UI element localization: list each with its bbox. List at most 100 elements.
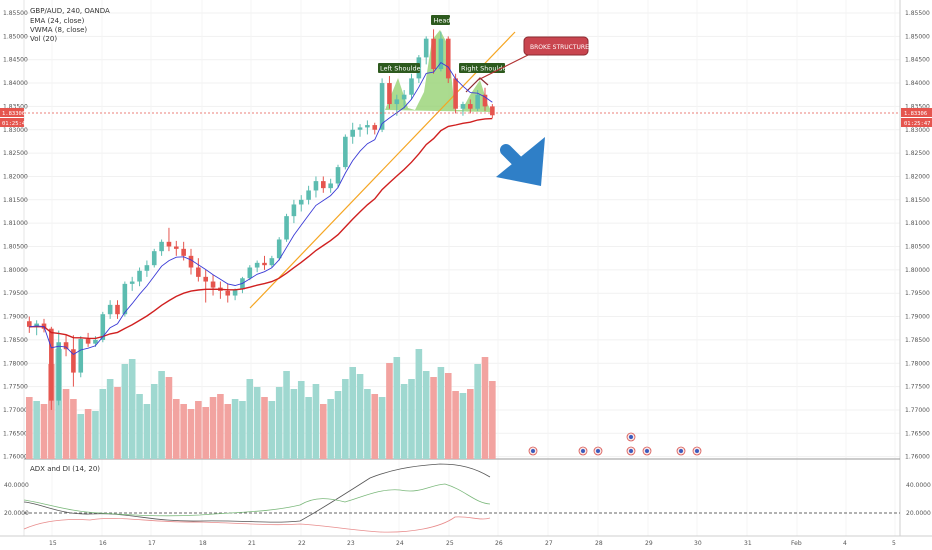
candle-body <box>460 104 466 109</box>
price-tick-left: 1.84000 <box>3 80 28 87</box>
price-tick-right: 1.76500 <box>905 430 930 437</box>
last-price-tag-left <box>0 108 24 117</box>
volume-bar <box>408 379 415 459</box>
trend-line[interactable] <box>249 31 516 309</box>
adx-legend[interactable]: ADX and DI (14, 20) <box>30 465 100 473</box>
volume-bar <box>261 397 268 459</box>
adx-tick-left-20: 20.0000 <box>4 510 29 517</box>
time-tick: 26 <box>495 540 503 547</box>
head-and-shoulders-pattern[interactable] <box>385 30 492 112</box>
volume-bar <box>452 391 459 459</box>
price-scale-left[interactable]: 1.85500 1.85000 1.84500 1.84000 1.83500 1.830… <box>3 10 28 461</box>
right-shoulder-label: Right Shoulder <box>461 65 509 73</box>
volume-bar <box>467 389 474 459</box>
price-tick-right: 1.78000 <box>905 360 930 367</box>
volume-bar <box>150 384 158 459</box>
price-tick-right: 1.81500 <box>905 197 930 204</box>
price-tick-right: 1.83000 <box>905 127 930 134</box>
candle-body <box>313 181 319 191</box>
candle-body <box>247 267 253 279</box>
candle-body <box>409 78 414 95</box>
candle-body <box>122 283 128 315</box>
price-tick-left: 1.85000 <box>3 33 28 40</box>
candle-body <box>445 38 451 79</box>
volume-bar <box>371 394 379 459</box>
grid <box>24 0 900 536</box>
time-scale[interactable]: 15 16 17 18 21 22 23 24 25 26 27 28 29 30 31 Feb 4 5 <box>49 540 896 547</box>
candle-body <box>335 167 341 184</box>
time-tick: 23 <box>347 540 355 547</box>
candle-body <box>240 278 245 290</box>
volume-bar <box>128 359 136 459</box>
time-tick: 16 <box>99 540 107 547</box>
candle-body <box>254 262 260 268</box>
di-minus-line <box>23 516 491 533</box>
down-arrow-icon[interactable] <box>496 137 545 186</box>
legend-volume[interactable]: Vol (20) <box>30 35 57 43</box>
candle-body <box>291 204 297 217</box>
countdown-tag-right <box>901 118 932 127</box>
volume-bar <box>136 394 143 459</box>
volume-bar <box>364 389 371 459</box>
volume-bar <box>239 401 246 459</box>
legend-symbol[interactable]: GBP/AUD, 240, OANDA <box>30 7 110 15</box>
adx-tick-right-20: 20.0000 <box>906 510 931 517</box>
volume-bar <box>209 397 217 459</box>
volume-bar <box>40 404 48 459</box>
legend-vwma[interactable]: VWMA (8, close) <box>30 26 87 34</box>
legend-ema[interactable]: EMA (24, close) <box>30 17 85 25</box>
time-tick: 4 <box>843 540 847 547</box>
time-tick: 24 <box>396 540 404 547</box>
volume-bar <box>165 377 173 459</box>
volume-bar <box>400 384 408 459</box>
volume-bar <box>430 377 437 459</box>
price-tick-left: 1.84500 <box>3 57 28 64</box>
volume-bar <box>121 364 129 459</box>
candle-body <box>438 38 444 70</box>
candles <box>27 29 495 410</box>
price-tick-right: 1.85000 <box>905 33 930 40</box>
candle-body <box>151 251 157 266</box>
candle-body <box>34 323 39 327</box>
volume-bar <box>70 399 77 459</box>
volume-bar <box>275 387 283 459</box>
left-shoulder-label-box[interactable] <box>378 63 420 73</box>
price-tick-right: 1.84500 <box>905 57 930 64</box>
time-tick: 5 <box>892 540 896 547</box>
candle-body <box>394 99 400 105</box>
candle-body <box>144 265 150 271</box>
price-tick-right: 1.84000 <box>905 80 930 87</box>
economic-event-dot <box>679 449 683 453</box>
candle-body <box>166 241 172 247</box>
adx-line <box>23 463 491 523</box>
economic-event-dot <box>695 449 699 453</box>
price-tick-right: 1.85500 <box>905 10 930 17</box>
right-shoulder-label-box[interactable] <box>459 63 505 73</box>
volume-bar <box>26 397 33 459</box>
volume-bar <box>305 397 312 459</box>
callout-pointer <box>477 54 529 81</box>
candle-body <box>343 136 348 168</box>
left-shoulder-label: Left Shoulder <box>380 65 424 73</box>
economic-event-dot <box>629 435 633 439</box>
price-tick-left: 1.80500 <box>3 244 28 251</box>
candle-body <box>269 258 275 266</box>
candle-body <box>129 281 135 284</box>
volume-bar <box>143 404 151 459</box>
time-tick: 28 <box>595 540 603 547</box>
price-scale-right[interactable]: 1.85500 1.85000 1.84500 1.84000 1.83500 1.830… <box>905 10 930 461</box>
candle-body <box>203 276 208 282</box>
volume-bar <box>253 387 261 459</box>
price-tick-left: 1.78500 <box>3 337 28 344</box>
volume-bar <box>77 414 85 459</box>
volume-bar <box>334 391 342 459</box>
head-label-box[interactable] <box>431 15 450 25</box>
event-markers[interactable] <box>528 432 702 456</box>
last-price-right: 1.83306 <box>904 111 927 117</box>
volume-bar <box>378 397 386 459</box>
broke-structure-callout[interactable] <box>523 36 589 56</box>
countdown-left: 01:25:47 <box>2 121 29 127</box>
candle-body <box>188 255 194 268</box>
price-tick-right: 1.78500 <box>905 337 930 344</box>
